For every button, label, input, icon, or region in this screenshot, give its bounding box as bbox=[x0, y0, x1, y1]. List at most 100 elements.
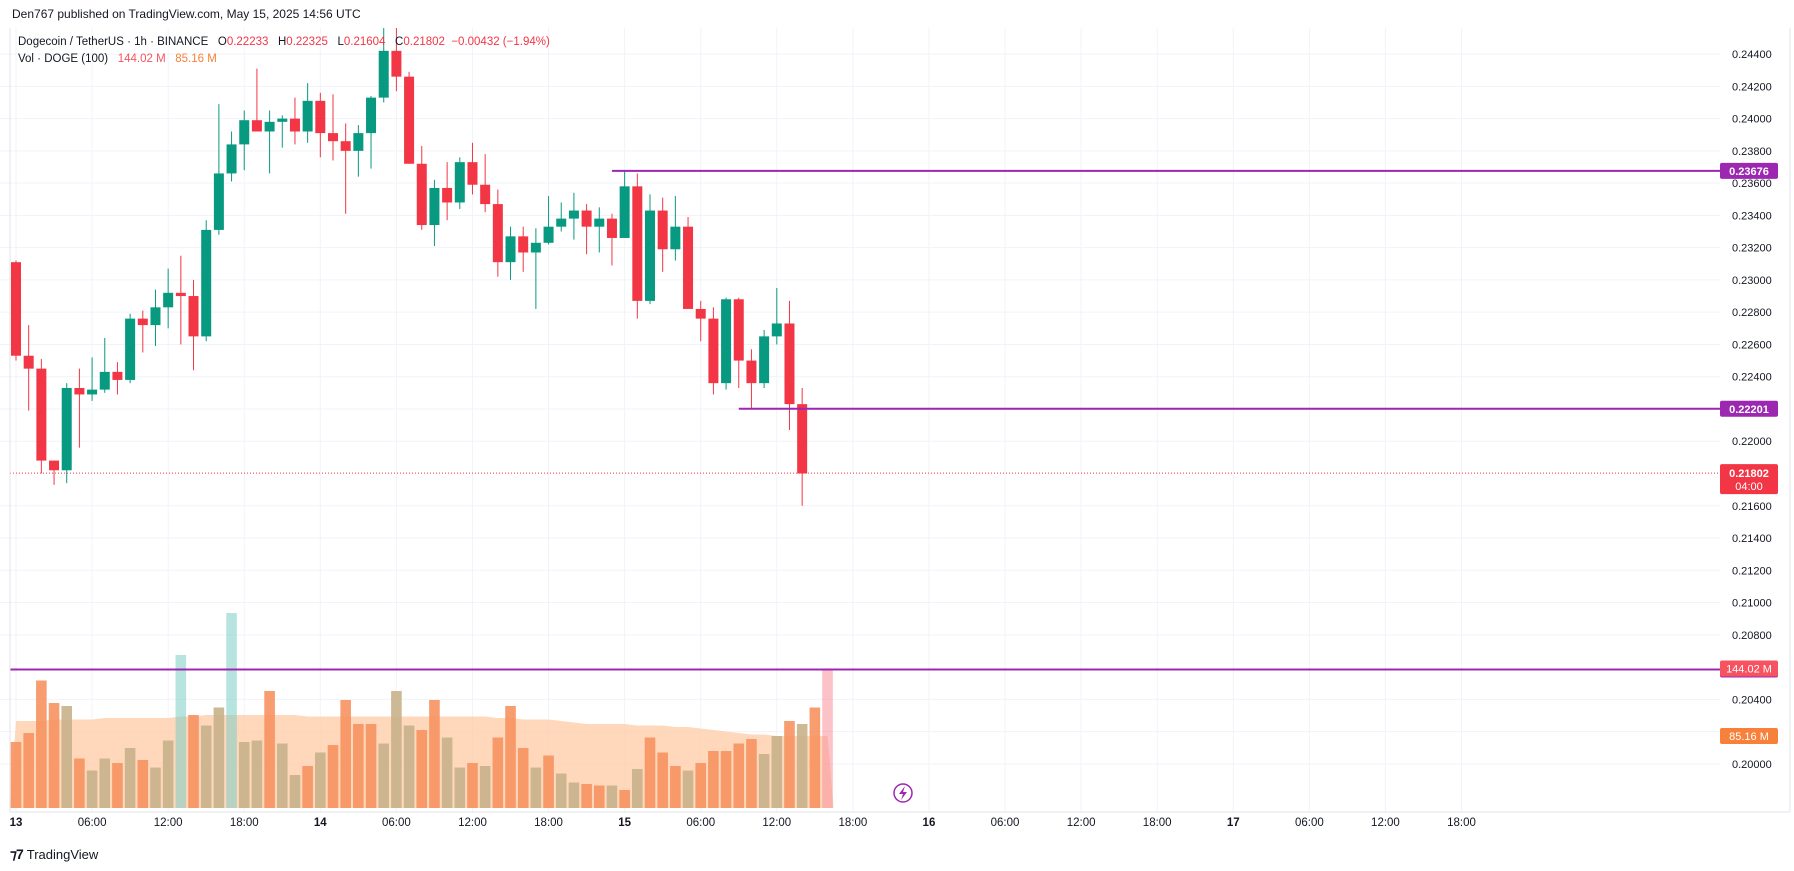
legend-symbol[interactable]: Dogecoin / TetherUS · 1h · BINANCE bbox=[18, 36, 209, 48]
volume-bar bbox=[378, 743, 390, 808]
candle bbox=[239, 110, 250, 171]
volume-bar bbox=[670, 766, 681, 808]
volume-bar bbox=[746, 739, 757, 808]
time-axis: 13 06:00 12:00 18:00 14 06:00 12:00 18:00 15 06:0… bbox=[10, 817, 1476, 829]
volume-bar bbox=[86, 770, 98, 808]
candle-body bbox=[213, 173, 224, 230]
candle bbox=[353, 125, 364, 177]
level-badge bbox=[1720, 162, 1778, 179]
candle bbox=[61, 383, 72, 484]
volume-bar bbox=[48, 703, 60, 808]
volume-bar bbox=[530, 767, 542, 808]
volume-bar bbox=[517, 748, 529, 808]
volume-badge-label: 85.16 M bbox=[1729, 731, 1769, 743]
volume-bar bbox=[758, 754, 770, 808]
candle-body bbox=[74, 387, 85, 395]
volume-bar bbox=[619, 790, 630, 808]
price-tick-label: 0.20800 bbox=[1732, 630, 1772, 642]
footer-brand[interactable]: ⁊7 TradingView bbox=[10, 846, 98, 863]
candle-body bbox=[277, 118, 288, 122]
candle-body bbox=[302, 100, 313, 132]
candle-body bbox=[606, 218, 617, 238]
candle-body bbox=[480, 184, 491, 205]
price-tick-label: 0.22600 bbox=[1732, 339, 1772, 351]
published-caption: Den767 published on TradingView.com, May… bbox=[12, 7, 361, 21]
volume-bar bbox=[441, 737, 453, 808]
candle bbox=[328, 94, 338, 161]
price-chart[interactable]: 0.24400 0.24200 0.24000 0.23800 0.23600 0.234… bbox=[0, 28, 1794, 840]
volume-bar bbox=[467, 763, 478, 808]
candle-body bbox=[125, 318, 136, 380]
candle bbox=[175, 255, 186, 345]
candle bbox=[467, 142, 478, 195]
candle-body bbox=[797, 404, 808, 474]
candle bbox=[442, 162, 453, 221]
time-tick-label: 18:00 bbox=[838, 817, 867, 829]
candle bbox=[480, 154, 491, 213]
volume-bar bbox=[555, 773, 567, 808]
grid bbox=[0, 28, 1720, 812]
candle bbox=[518, 226, 529, 272]
legend-volume-value: 144.02 M bbox=[117, 53, 166, 65]
time-tick-label: 18:00 bbox=[534, 817, 563, 829]
candle bbox=[733, 297, 744, 388]
price-tick-label: 0.24000 bbox=[1732, 114, 1772, 126]
candle bbox=[99, 337, 110, 393]
candle-body bbox=[251, 120, 262, 132]
time-tick-label: 14 bbox=[314, 817, 327, 829]
candle bbox=[87, 357, 98, 401]
legend-low-label: L bbox=[337, 36, 344, 48]
volume-bar bbox=[327, 745, 339, 808]
volume-bar bbox=[708, 751, 719, 808]
legend-volume-label[interactable]: Vol · DOGE (100) bbox=[18, 53, 109, 65]
legend-close: 0.21802 bbox=[403, 36, 445, 48]
candle-body bbox=[99, 371, 110, 390]
last-price-badge bbox=[1720, 464, 1778, 495]
candle-body bbox=[429, 187, 440, 226]
legend-high: 0.22325 bbox=[286, 36, 328, 48]
price-tick-label: 0.20400 bbox=[1732, 694, 1772, 706]
candle-body bbox=[226, 144, 237, 174]
legend-open-label: O bbox=[217, 36, 227, 48]
candle bbox=[771, 287, 782, 345]
candle bbox=[556, 202, 567, 232]
candle-body bbox=[721, 299, 732, 384]
volume-bar bbox=[771, 736, 783, 808]
candle-body bbox=[442, 187, 453, 203]
candle-body bbox=[137, 318, 148, 326]
candle-body bbox=[543, 226, 554, 243]
candle bbox=[23, 325, 34, 411]
time-tick-label: 06:00 bbox=[686, 817, 715, 829]
candle-body bbox=[556, 218, 567, 227]
candle bbox=[251, 68, 262, 132]
candle bbox=[391, 28, 402, 92]
volume-bar bbox=[403, 725, 415, 808]
volume-bar bbox=[505, 706, 516, 808]
volume-bar bbox=[682, 770, 694, 808]
volume-bar bbox=[226, 613, 237, 808]
candle bbox=[49, 460, 60, 485]
volume-bar bbox=[353, 724, 364, 808]
candle bbox=[708, 307, 719, 395]
candle-body bbox=[657, 210, 668, 250]
volume-bar bbox=[175, 655, 187, 808]
candle-body bbox=[328, 133, 338, 142]
price-axis: 0.24400 0.24200 0.24000 0.23800 0.23600 0.234… bbox=[1732, 49, 1772, 771]
volume-bar bbox=[238, 742, 250, 808]
candle bbox=[112, 362, 123, 395]
countdown-label: 04:00 bbox=[1735, 481, 1763, 493]
candle-body bbox=[505, 236, 516, 263]
volume-bar bbox=[657, 752, 668, 808]
footer-brand-label: TradingView bbox=[26, 847, 99, 862]
price-tick-label: 0.23400 bbox=[1732, 210, 1772, 222]
volume-bar bbox=[340, 700, 351, 808]
candle bbox=[695, 300, 706, 342]
price-tick-label: 0.22400 bbox=[1732, 372, 1772, 384]
volume-bar bbox=[162, 740, 174, 808]
candle bbox=[188, 279, 199, 371]
candle-body bbox=[112, 371, 123, 380]
level-badge-label: 0.22201 bbox=[1729, 404, 1769, 416]
candle-body bbox=[784, 323, 795, 405]
time-tick-label: 18:00 bbox=[1447, 817, 1476, 829]
price-tick-label: 0.21600 bbox=[1732, 501, 1772, 513]
